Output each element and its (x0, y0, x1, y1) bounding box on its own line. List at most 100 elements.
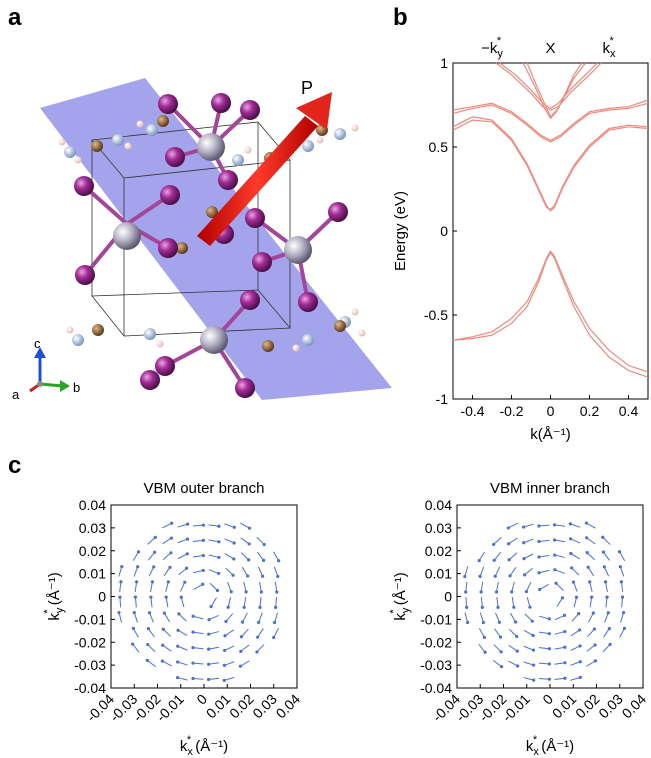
spin-arrow (208, 662, 220, 665)
band-line-5 (452, 99, 649, 141)
atom (75, 265, 95, 285)
band-line-7 (499, 62, 598, 110)
spin-arrow-head (552, 523, 557, 527)
spin-arrow-head (153, 535, 157, 540)
spin-arrow (554, 539, 566, 543)
atom (316, 136, 324, 144)
spin-arrow-head (493, 574, 497, 578)
spin-arrow-head (569, 551, 573, 556)
spin-arrow-head (498, 635, 503, 639)
y-tick-label: -0.02 (420, 634, 452, 650)
spin-arrow (208, 614, 219, 621)
spin-arrow-head (578, 644, 582, 648)
spin-arrow (192, 631, 204, 635)
spin-arrow (165, 581, 169, 592)
spin-arrow (619, 551, 626, 561)
spin-arrow (274, 581, 278, 593)
spin-arrow (178, 567, 187, 576)
spin-arrow-head (185, 537, 190, 541)
x-tick-label: 0.04 (619, 691, 650, 722)
atom (351, 124, 359, 132)
spin-arrow-head (186, 522, 190, 526)
y-tick-label: -0.04 (74, 680, 106, 696)
spin-arrow-head (231, 573, 235, 577)
spin-arrow-head (499, 665, 504, 669)
spin-arrow-head (521, 525, 526, 529)
spin-arrow-head (608, 642, 612, 647)
y-tick-label: 0.02 (425, 543, 452, 559)
atom (206, 206, 218, 218)
x-tick-label: -0.4 (460, 403, 484, 419)
spin-arrow-head (206, 662, 211, 666)
spin-arrow (554, 677, 566, 680)
spin-arrow-head (169, 536, 174, 540)
spin-arrow-head (563, 645, 567, 649)
atom (58, 138, 66, 146)
spin-arrow-head (217, 540, 221, 544)
spin-arrow-head (132, 611, 136, 615)
spin-arrow (538, 631, 550, 635)
x-tick-label: 0 (547, 403, 555, 419)
axis-c-label: c (34, 336, 41, 351)
spin-arrow-head (578, 660, 582, 664)
spin-arrow-head (256, 635, 260, 639)
spin-arrow (589, 581, 593, 593)
spin-arrow (586, 537, 596, 545)
spin-arrow (479, 566, 485, 577)
spin-arrow (208, 554, 219, 558)
spin-arrow-head (492, 558, 496, 562)
plot-frame (452, 62, 649, 400)
spin-arrow (132, 643, 140, 653)
spin-arrow (603, 551, 610, 561)
spin-arrow-head (604, 580, 608, 584)
spin-arrow-head (131, 642, 135, 646)
spin-arrow (586, 660, 596, 667)
spin-arrow-head (515, 634, 519, 639)
atom (302, 140, 314, 152)
spin-arrow (587, 628, 595, 638)
spin-arrow-head (585, 551, 589, 555)
spin-arrow-head (217, 524, 221, 528)
spin-arrow (147, 551, 156, 561)
y-tick-label: 1 (440, 55, 448, 71)
spin-arrow (602, 536, 611, 545)
spin-arrow-head (523, 573, 527, 577)
spin-arrow-head (531, 648, 536, 652)
spin-arrow-head (135, 580, 139, 584)
spin-arrow (258, 612, 263, 623)
spin-arrow (133, 612, 138, 623)
spin-arrow-head (258, 605, 262, 609)
spin-arrow (240, 660, 250, 667)
spin-arrow (538, 677, 550, 680)
plot-frame (456, 504, 644, 689)
spin-arrow-head (620, 595, 625, 599)
spin-arrow (150, 581, 153, 593)
spin-arrow (192, 539, 204, 542)
spin-arrow-head (563, 661, 567, 665)
band-line-1 (452, 251, 649, 378)
spin-arrow-head (478, 574, 482, 578)
spin-arrow (605, 581, 608, 593)
spin-arrow-head (191, 661, 195, 665)
spin-arrow-head (593, 659, 598, 663)
spin-arrow (192, 662, 204, 665)
spin-arrow-head (206, 677, 211, 682)
y-tick-label: 0.03 (425, 520, 452, 536)
spin-arrow-head (166, 580, 170, 584)
spin-arrow-head (207, 632, 211, 636)
spin-arrow (257, 566, 264, 577)
spin-arrow-head (586, 565, 590, 569)
spin-arrow-head (168, 565, 172, 569)
spin-arrow (620, 581, 624, 593)
spin-arrow-head (223, 648, 227, 653)
spin-arrow (208, 539, 220, 543)
y-tick-label: -0.01 (420, 611, 452, 627)
spin-arrow (208, 631, 219, 635)
spin-arrow-head (222, 663, 227, 667)
spin-arrow-head (464, 590, 468, 594)
spin-arrow-head (494, 590, 499, 594)
atom (200, 326, 228, 354)
spin-arrow-head (619, 580, 623, 584)
y-tick-label: -0.03 (420, 657, 452, 673)
spin-arrow-head (191, 630, 195, 634)
